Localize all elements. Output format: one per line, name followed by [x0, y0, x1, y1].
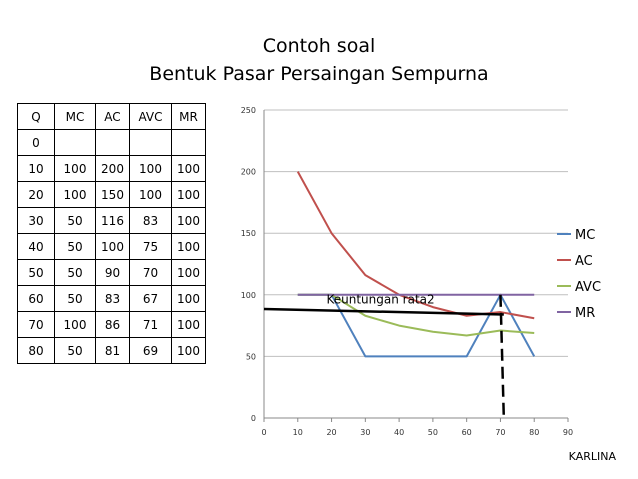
table-cell — [95, 129, 130, 156]
y-tick-label: 200 — [241, 168, 256, 177]
table-cell: 80 — [17, 337, 55, 364]
table-cell: 50 — [17, 259, 55, 286]
table-cell: 50 — [54, 207, 96, 234]
table-cell: 71 — [129, 311, 172, 338]
table-cell: 81 — [95, 337, 130, 364]
x-tick-label: 10 — [293, 428, 303, 437]
table-row: 10 100 200 100 100 — [17, 155, 206, 182]
x-tick-label: 50 — [428, 428, 438, 437]
table-cell: 100 — [171, 233, 206, 260]
table-cell: 100 — [171, 155, 206, 182]
table-cell: 50 — [54, 337, 96, 364]
data-table: Q MC AC AVC MR 0 10 100 200 100 100 20 100 150 10… — [17, 103, 206, 364]
annotation-label: Keuntungan rata2 — [326, 292, 434, 306]
table-row: 40 50 100 75 100 — [17, 233, 206, 260]
average-profit-line — [263, 307, 504, 316]
table-cell: 40 — [17, 233, 55, 260]
table-cell — [54, 129, 96, 156]
x-tick-label: 40 — [394, 428, 404, 437]
legend-label: MR — [575, 306, 595, 321]
table-header-cell: Q — [17, 103, 55, 130]
table-header-cell: MC — [54, 103, 96, 130]
series-line-avc — [297, 293, 535, 337]
x-tick-label: 80 — [529, 428, 539, 437]
table-cell: 50 — [54, 259, 96, 286]
legend-label: AVC — [575, 280, 601, 295]
table-header-cell: AVC — [129, 103, 172, 130]
table-row: 20 100 150 100 100 — [17, 181, 206, 208]
footer-author: KARLINA — [568, 450, 616, 463]
table-cell: 50 — [54, 233, 96, 260]
table-cell: 75 — [129, 233, 172, 260]
y-tick-label: 100 — [241, 291, 256, 300]
table-cell: 50 — [54, 285, 96, 312]
x-tick-label: 60 — [462, 428, 472, 437]
legend-label: MC — [575, 228, 595, 243]
y-tick-label: 250 — [241, 106, 256, 115]
table-cell: 100 — [171, 311, 206, 338]
table-cell: 100 — [54, 181, 96, 208]
series-line-ac — [296, 171, 535, 320]
table-row: 80 50 81 69 100 — [17, 337, 206, 364]
table-row: 30 50 116 83 100 — [17, 207, 206, 234]
y-tick-label: 0 — [251, 414, 256, 423]
series-line-mc — [297, 293, 536, 358]
table-cell: 70 — [17, 311, 55, 338]
table-cell: 200 — [95, 155, 130, 182]
x-tick-label: 30 — [360, 428, 370, 437]
table-cell: 10 — [17, 155, 55, 182]
table-cell: 150 — [95, 181, 130, 208]
page-title: Contoh soal — [262, 35, 376, 57]
x-tick-label: 70 — [495, 428, 505, 437]
page-subtitle: Bentuk Pasar Persaingan Sempurna — [149, 63, 489, 85]
x-tick-label: 0 — [261, 428, 266, 437]
x-tick-label: 90 — [563, 428, 573, 437]
table-row: 70 100 86 71 100 — [17, 311, 206, 338]
table-cell: 20 — [17, 181, 55, 208]
table-cell: 67 — [129, 285, 172, 312]
table-cell: 30 — [17, 207, 55, 234]
table-cell: 100 — [171, 337, 206, 364]
table-cell: 100 — [171, 207, 206, 234]
legend-label: AC — [575, 254, 593, 269]
x-tick-label: 20 — [326, 428, 336, 437]
table-cell: 100 — [171, 285, 206, 312]
y-tick-label: 150 — [241, 229, 256, 238]
y-tick-label: 50 — [246, 352, 256, 361]
table-header-row: Q MC AC AVC MR — [17, 103, 206, 130]
table-header-cell: MR — [171, 103, 206, 130]
quantity-dashed-line — [499, 294, 506, 419]
table-row: 50 50 90 70 100 — [17, 259, 206, 286]
table-cell: 100 — [95, 233, 130, 260]
table-cell: 70 — [129, 259, 172, 286]
